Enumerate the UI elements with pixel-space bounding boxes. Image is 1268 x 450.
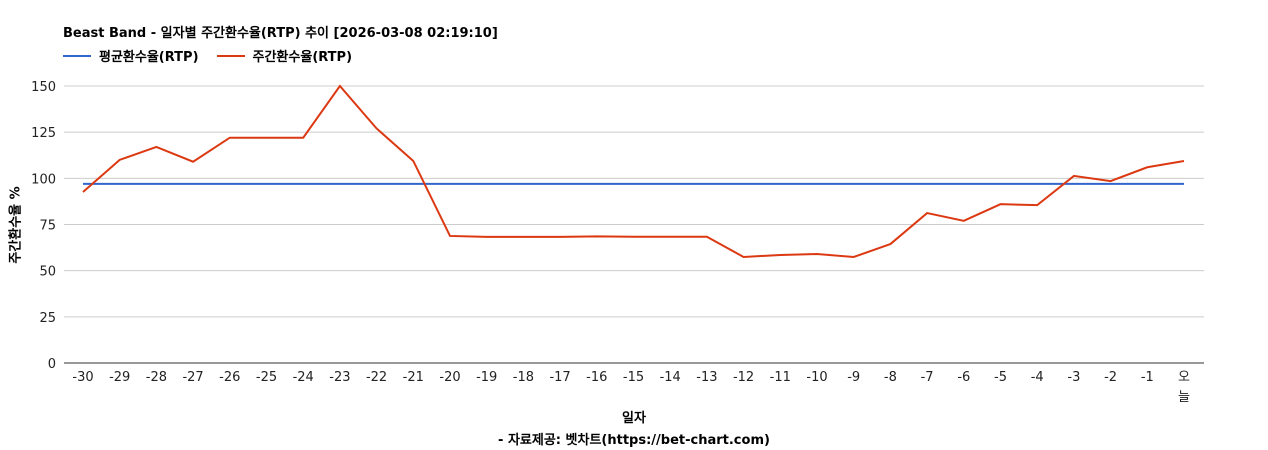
x-tick-label: 오: [1178, 370, 1190, 385]
x-tick-label: -9: [847, 370, 860, 385]
x-tick-label: -26: [219, 370, 240, 385]
y-tick-label: 0: [48, 357, 56, 372]
y-axis-label: 주간환수율 %: [8, 186, 24, 264]
x-tick-label: -17: [549, 370, 570, 385]
legend-item-weekly[interactable]: 주간환수율(RTP): [216, 46, 353, 65]
x-tick-label: -21: [403, 370, 424, 385]
x-tick-label: -8: [884, 370, 897, 385]
x-tick-label: -6: [957, 370, 970, 385]
x-tick-label: -27: [182, 370, 203, 385]
y-tick-label: 25: [39, 311, 56, 326]
y-tick-label: 50: [39, 265, 56, 280]
x-tick-label: -30: [72, 370, 93, 385]
x-tick-label: -13: [696, 370, 717, 385]
x-tick-label: -10: [806, 370, 827, 385]
y-tick-label: 100: [31, 172, 56, 187]
legend-label-weekly: 주간환수율(RTP): [252, 50, 353, 65]
chart-title: Beast Band - 일자별 주간환수율(RTP) 추이 [2026-03-…: [63, 26, 498, 41]
source-credit: - 자료제공: 벳차트(https://bet-chart.com): [498, 433, 770, 448]
x-tick-label: -22: [366, 370, 387, 385]
legend-swatch-weekly: [216, 54, 245, 57]
x-tick-label: -4: [1031, 370, 1044, 385]
y-tick-label: 125: [31, 126, 56, 141]
legend-label-average: 평균환수율(RTP): [99, 50, 199, 65]
y-tick-label: 150: [31, 80, 56, 95]
x-tick-label: -25: [256, 370, 277, 385]
x-tick-label: -15: [623, 370, 644, 385]
x-axis-label: 일자: [622, 411, 646, 426]
x-tick-label: -7: [921, 370, 934, 385]
x-tick-label: 늘: [1178, 390, 1190, 405]
x-tick-label: -24: [293, 370, 314, 385]
x-tick-label: -28: [146, 370, 167, 385]
x-tick-label: -1: [1141, 370, 1154, 385]
x-tick-label: -3: [1067, 370, 1080, 385]
x-tick-label: -11: [770, 370, 791, 385]
legend-item-average[interactable]: 평균환수율(RTP): [63, 46, 199, 65]
x-tick-label: -16: [586, 370, 607, 385]
series-line-weekly: [82, 84, 1185, 259]
x-tick-label: -5: [994, 370, 1007, 385]
x-tick-label: -20: [439, 370, 460, 385]
legend-swatch-average: [63, 54, 91, 57]
y-tick-label: 75: [39, 219, 56, 234]
x-tick-label: -12: [733, 370, 754, 385]
x-tick-label: -14: [660, 370, 681, 385]
x-tick-label: -29: [109, 370, 130, 385]
x-tick-label: -2: [1104, 370, 1117, 385]
x-tick-label: -18: [513, 370, 534, 385]
legend: 평균환수율(RTP) 주간환수율(RTP): [63, 46, 352, 65]
x-tick-label: -19: [476, 370, 497, 385]
x-tick-label: -23: [329, 370, 350, 385]
